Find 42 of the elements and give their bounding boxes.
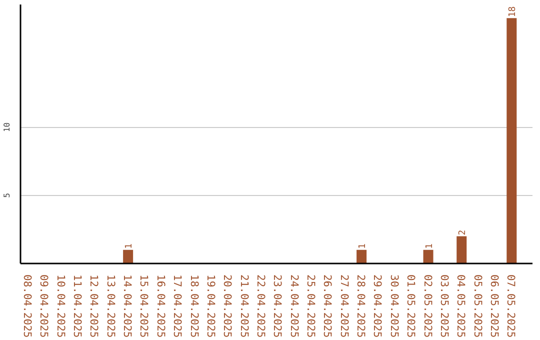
x-tick-label: 20.04.2025	[221, 274, 234, 338]
x-tick-label: 01.05.2025	[404, 274, 417, 338]
x-tick-label: 15.04.2025	[138, 274, 150, 338]
data-label: 1	[124, 243, 135, 249]
x-tick-label: 24.04.2025	[288, 274, 300, 338]
x-tick-label: 22.04.2025	[254, 274, 266, 338]
x-tick-label: 05.05.2025	[471, 274, 484, 338]
bar	[356, 250, 367, 264]
x-tick-label: 12.04.2025	[88, 274, 100, 338]
x-tick-label: 10.04.2025	[54, 274, 66, 338]
x-tick-label: 30.04.2025	[388, 274, 400, 338]
x-tick-label: 28.04.2025	[354, 274, 367, 338]
data-label: 1	[424, 243, 435, 249]
data-label: 2	[458, 230, 468, 236]
x-tick-label: 27.04.2025	[338, 274, 350, 338]
x-tick-label: 11.04.2025	[71, 274, 84, 338]
x-tick-label: 17.04.2025	[171, 274, 184, 338]
x-tick-label: 08.04.2025	[21, 274, 34, 338]
x-tick-label: 06.05.2025	[488, 274, 500, 338]
x-tick-label: 18.04.2025	[188, 274, 200, 338]
x-tick-label: 19.04.2025	[204, 274, 216, 338]
bar	[506, 18, 517, 264]
x-tick-label: 26.04.2025	[321, 274, 334, 338]
x-tick-label: 25.04.2025	[304, 274, 317, 338]
x-tick-label: 02.05.2025	[421, 274, 434, 338]
x-tick-label: 29.04.2025	[371, 274, 384, 338]
x-tick-label: 07.05.2025	[504, 274, 517, 338]
bar	[456, 236, 467, 264]
x-tick-label: 14.04.2025	[121, 274, 134, 338]
data-label: 1	[358, 243, 368, 249]
x-tick-label: 09.04.2025	[38, 274, 50, 338]
x-tick-label: 23.04.2025	[271, 274, 284, 338]
bar	[123, 250, 134, 264]
bar	[423, 250, 434, 264]
x-tick-label: 04.05.2025	[454, 274, 467, 338]
x-tick-label: 13.04.2025	[104, 274, 116, 338]
y-tick-label: 5	[2, 192, 12, 198]
data-label: 18	[508, 6, 518, 18]
x-tick-label: 03.05.2025	[438, 274, 450, 338]
x-tick-label: 16.04.2025	[154, 274, 166, 338]
x-tick-label: 21.04.2025	[238, 274, 250, 338]
y-tick-label: 10	[2, 122, 12, 132]
